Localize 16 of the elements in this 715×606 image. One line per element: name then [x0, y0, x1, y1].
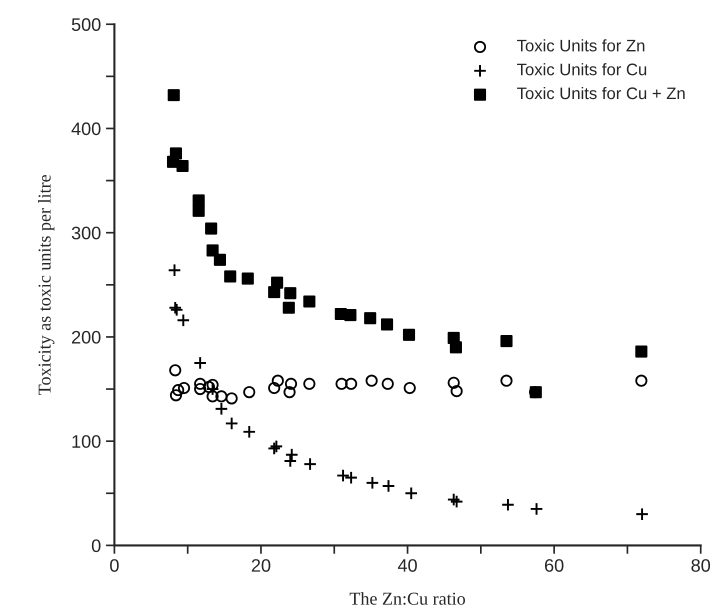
y-tick-label: 100: [72, 435, 100, 448]
y-tick-label: 400: [72, 122, 100, 136]
legend-label: Toxic Units for Cu: [517, 63, 646, 76]
y-tick-label: 300: [72, 226, 100, 240]
x-tick-label: 40: [398, 559, 417, 572]
y-tick-label: 200: [72, 330, 100, 344]
y-axis-title: Toxicity as toxic units per litre: [38, 175, 54, 395]
x-tick-label: 60: [545, 559, 564, 572]
x-tick-label: 20: [252, 559, 270, 572]
x-tick-label: 0: [110, 559, 119, 572]
y-tick-label: 500: [72, 18, 100, 31]
x-tick-label: 80: [691, 559, 710, 572]
y-tick-label: 0: [92, 539, 100, 552]
legend-label: Toxic Units for Zn: [517, 39, 644, 52]
x-axis-title: The Zn:Cu ratio: [350, 592, 466, 605]
legend-label: Toxic Units for Cu + Zn: [517, 86, 685, 100]
